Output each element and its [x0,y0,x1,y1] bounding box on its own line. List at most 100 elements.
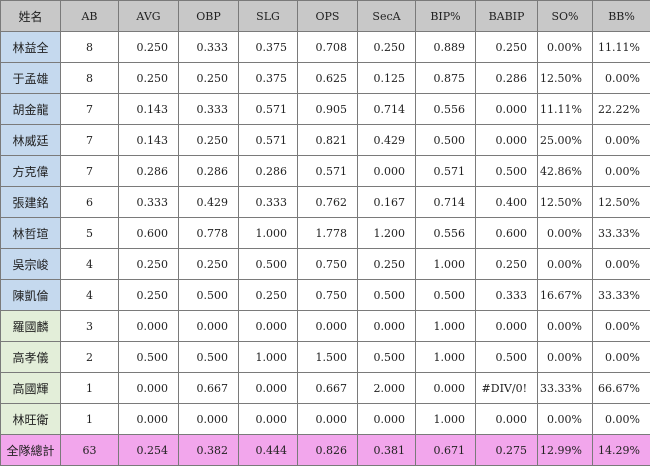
stat-cell: 8 [61,32,119,63]
stat-cell: 0.000 [119,311,179,342]
stat-cell: 1.000 [416,404,476,435]
stat-cell: 0.600 [476,218,538,249]
stat-cell: 33.33% [593,218,650,249]
player-name: 林益全 [1,32,61,63]
stat-cell: 1.000 [416,311,476,342]
stat-cell: 16.67% [538,280,593,311]
player-name: 吳宗峻 [1,249,61,280]
stat-cell: 0.500 [358,342,416,373]
stat-cell: 1.000 [239,218,298,249]
stat-cell: 25.00% [538,125,593,156]
stat-cell: 0.00% [593,249,650,280]
stat-cell: 12.50% [538,187,593,218]
stat-cell: 0.275 [476,435,538,466]
stat-cell: 0.875 [416,63,476,94]
stat-cell: 0.000 [476,311,538,342]
player-name: 林旺衛 [1,404,61,435]
stat-cell: 0.250 [179,125,239,156]
stat-cell: 0.571 [416,156,476,187]
stat-cell: 11.11% [538,94,593,125]
stat-cell: 4 [61,280,119,311]
stat-cell: 0.00% [593,125,650,156]
player-name: 高國輝 [1,373,61,404]
stat-cell: 0.500 [239,249,298,280]
stat-cell: #DIV/0! [476,373,538,404]
stat-cell: 0.000 [298,404,358,435]
player-name: 方克偉 [1,156,61,187]
stat-cell: 0.714 [416,187,476,218]
stat-cell: 1.778 [298,218,358,249]
stat-cell: 12.99% [538,435,593,466]
column-header: SO% [538,1,593,32]
stat-cell: 0.000 [179,311,239,342]
stat-cell: 1.200 [358,218,416,249]
stat-cell: 0.286 [476,63,538,94]
stat-cell: 22.22% [593,94,650,125]
stat-cell: 0.500 [179,342,239,373]
stat-cell: 0.000 [476,125,538,156]
stat-cell: 0.143 [119,125,179,156]
stat-cell: 0.250 [119,280,179,311]
column-header: SLG [239,1,298,32]
stat-cell: 0.250 [119,249,179,280]
stat-cell: 0.250 [476,32,538,63]
stat-cell: 0.571 [239,94,298,125]
stat-cell: 6 [61,187,119,218]
stat-cell: 0.00% [593,156,650,187]
stat-cell: 0.667 [298,373,358,404]
stat-cell: 1.000 [416,342,476,373]
stat-cell: 0.167 [358,187,416,218]
stat-cell: 2 [61,342,119,373]
stat-cell: 0.500 [179,280,239,311]
stat-cell: 0.00% [538,311,593,342]
stat-cell: 0.00% [593,311,650,342]
stat-cell: 0.333 [476,280,538,311]
player-name: 羅國麟 [1,311,61,342]
stat-cell: 0.400 [476,187,538,218]
stat-cell: 0.444 [239,435,298,466]
stat-cell: 0.000 [119,404,179,435]
column-header: SecA [358,1,416,32]
stat-cell: 1 [61,404,119,435]
stat-cell: 11.11% [593,32,650,63]
player-name: 全隊總計 [1,435,61,466]
stat-cell: 1.000 [416,249,476,280]
stat-cell: 0.750 [298,280,358,311]
stat-cell: 0.375 [239,32,298,63]
column-header: OBP [179,1,239,32]
stat-cell: 63 [61,435,119,466]
player-name: 張建銘 [1,187,61,218]
stat-cell: 0.571 [298,156,358,187]
stat-cell: 0.000 [298,311,358,342]
player-name: 林威廷 [1,125,61,156]
stat-cell: 0.000 [239,373,298,404]
stat-cell: 0.778 [179,218,239,249]
stat-cell: 0.714 [358,94,416,125]
stat-cell: 0.000 [358,404,416,435]
stat-cell: 0.826 [298,435,358,466]
player-name: 于孟雄 [1,63,61,94]
stat-cell: 0.250 [179,63,239,94]
stat-cell: 7 [61,94,119,125]
stat-cell: 0.00% [538,32,593,63]
stat-cell: 7 [61,125,119,156]
column-header: BIP% [416,1,476,32]
stat-cell: 0.333 [179,94,239,125]
stat-cell: 0.250 [119,32,179,63]
stat-cell: 0.556 [416,218,476,249]
stat-cell: 0.600 [119,218,179,249]
stat-cell: 0.762 [298,187,358,218]
stat-cell: 0.000 [416,373,476,404]
stat-cell: 0.625 [298,63,358,94]
stat-cell: 0.00% [538,249,593,280]
stat-cell: 0.286 [179,156,239,187]
